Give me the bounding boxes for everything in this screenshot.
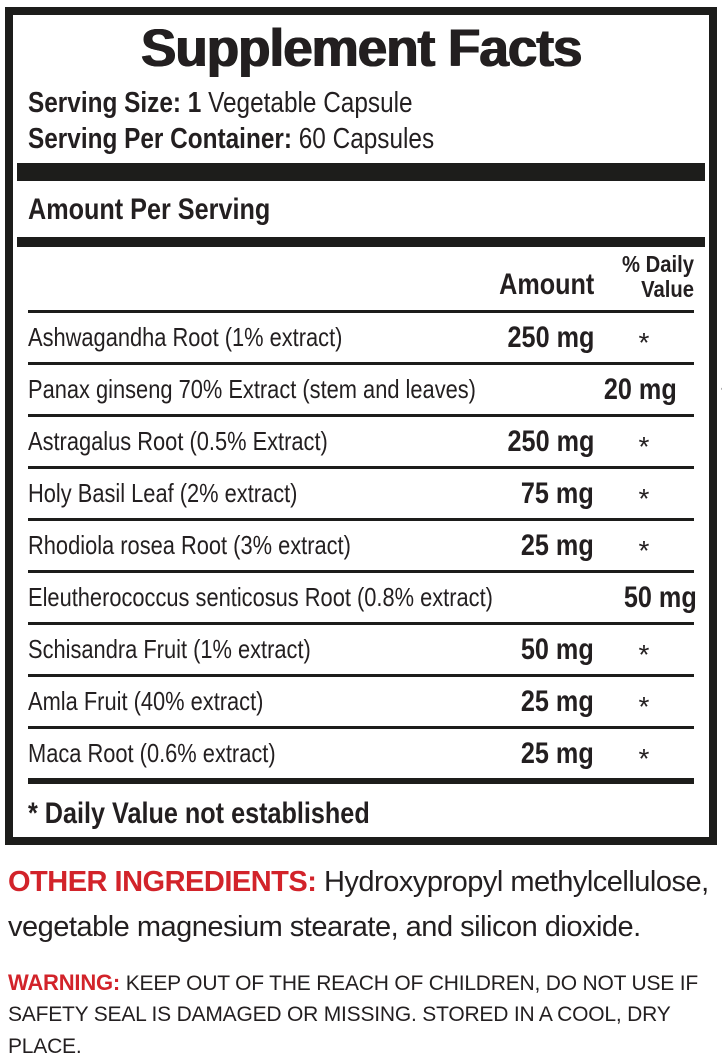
daily-value-footnote: * Daily Value not established: [28, 797, 370, 830]
servings-per-container-line: Serving Per Container: 60 Capsules: [28, 121, 694, 157]
supplement-label: { "colors": { "black": "#1d1d1b", "red":…: [5, 7, 722, 1058]
supplement-facts-panel: Supplement Facts Serving Size: 1 Vegetab…: [5, 7, 722, 845]
asterisk: *: [638, 326, 650, 358]
other-ingredients-text: Hydroxypropyl methylcellulose, vegetable…: [8, 866, 709, 943]
column-header-daily-value: % Daily Value: [621, 251, 694, 303]
warning-label: WARNING:: [8, 969, 121, 995]
column-header-amount: Amount: [498, 268, 594, 301]
panel-title: Supplement Facts: [140, 19, 582, 78]
table-row: Rhodiola rosea Root (3% extract) 25 mg *: [28, 521, 694, 573]
table-row: Ashwagandha Root (1% extract) 250 mg *: [28, 313, 694, 365]
table-row: Astragalus Root (0.5% Extract) 250 mg *: [28, 417, 694, 469]
divider-thick-top: [17, 163, 705, 181]
serving-size-label: Serving Size: 1: [28, 87, 202, 119]
serving-size-line: Serving Size: 1 Vegetable Capsule: [28, 85, 694, 121]
serving-info: Serving Size: 1 Vegetable Capsule Servin…: [28, 85, 694, 157]
table-row: Holy Basil Leaf (2% extract) 75 mg *: [28, 469, 694, 521]
table-row: Panax ginseng 70% Extract (stem and leav…: [28, 365, 722, 417]
divider-thin: [17, 237, 705, 247]
servings-per-container-value: 60 Capsules: [298, 123, 435, 155]
serving-size-value: Vegetable Capsule: [208, 87, 413, 119]
asterisk: *: [638, 742, 650, 774]
asterisk: *: [638, 430, 650, 462]
servings-per-container-label: Serving Per Container:: [28, 123, 292, 155]
table-header-row: Amount % Daily Value: [28, 247, 694, 313]
warning: WARNING: KEEP OUT OF THE REACH OF CHILDR…: [8, 966, 712, 1062]
table-row: Amla Fruit (40% extract) 25 mg *: [28, 677, 694, 729]
other-ingredients-label: OTHER INGREDIENTS:: [8, 866, 317, 898]
table-row: Schisandra Fruit (1% extract) 50 mg *: [28, 625, 694, 677]
ingredient-table: Ashwagandha Root (1% extract) 250 mg * P…: [13, 313, 722, 778]
other-ingredients: OTHER INGREDIENTS: Hydroxypropyl methylc…: [8, 860, 712, 950]
asterisk: *: [638, 638, 650, 670]
asterisk: *: [638, 482, 650, 514]
asterisk: *: [721, 379, 722, 411]
divider-heavy-bottom: [28, 778, 694, 784]
table-row: Eleutherococcus senticosus Root (0.8% ex…: [28, 573, 696, 625]
bottom-text-section: OTHER INGREDIENTS: Hydroxypropyl methylc…: [8, 860, 712, 1062]
asterisk: *: [638, 534, 650, 566]
table-row: Maca Root (0.6% extract) 25 mg *: [28, 736, 650, 774]
asterisk: *: [638, 690, 650, 722]
amount-per-serving-header: Amount Per Serving: [28, 193, 271, 226]
